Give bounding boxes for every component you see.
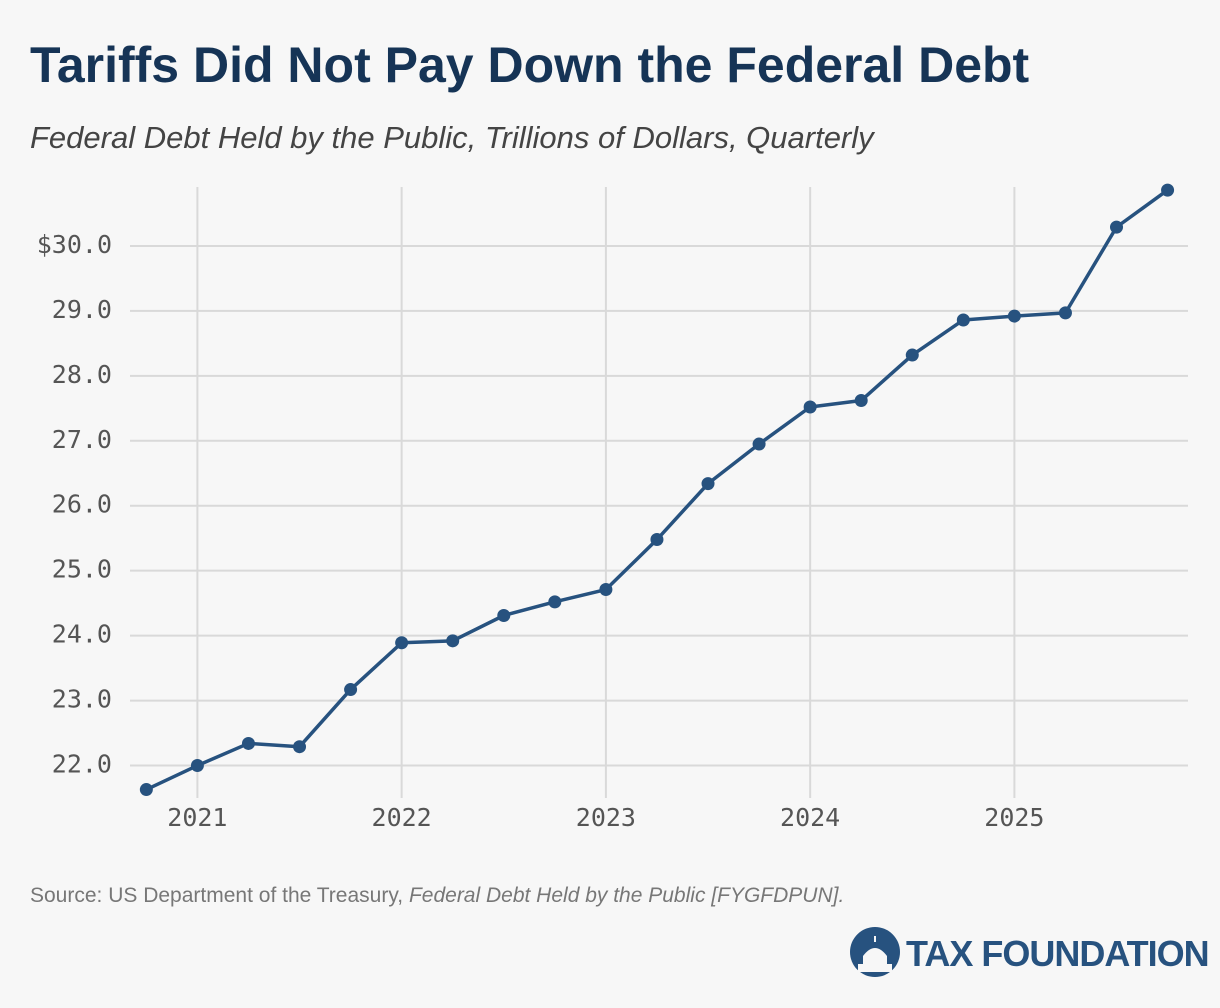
data-point — [956, 313, 970, 327]
x-tick-label: 2022 — [372, 803, 432, 832]
data-point — [752, 437, 766, 451]
x-tick-label: 2021 — [167, 803, 227, 832]
source: Source: US Department of the Treasury, F… — [30, 884, 844, 907]
data-point — [139, 783, 153, 797]
y-tick-label: 23.0 — [52, 685, 112, 714]
y-tick-label: 22.0 — [52, 750, 112, 779]
data-point — [395, 636, 409, 650]
data-point — [344, 683, 358, 697]
x-tick-label: 2023 — [576, 803, 636, 832]
data-point — [446, 634, 460, 648]
data-point — [599, 583, 613, 597]
y-tick-label: $30.0 — [37, 230, 112, 259]
data-point — [803, 400, 817, 414]
chart-title: Tariffs Did Not Pay Down the Federal Deb… — [30, 37, 1030, 93]
data-point — [905, 348, 919, 362]
logo-icon — [850, 927, 900, 977]
y-tick-label: 29.0 — [52, 295, 112, 324]
y-tick-label: 24.0 — [52, 620, 112, 649]
y-tick-label: 26.0 — [52, 490, 112, 519]
data-point — [1058, 306, 1072, 320]
y-tick-label: 27.0 — [52, 425, 112, 454]
x-tick-label: 2025 — [984, 803, 1044, 832]
data-point — [190, 759, 204, 773]
y-tick-label: 28.0 — [52, 360, 112, 389]
plot-area: 22.0 23.0 24.0 25.0 26.0 27.0 28.0 29.0 $30.0 202… — [37, 183, 1188, 832]
data-point — [497, 608, 511, 622]
data-point — [854, 394, 868, 408]
data-point — [1007, 309, 1021, 323]
source-title: Federal Debt Held by the Public [FYGFDPU… — [409, 884, 844, 907]
data-point — [1110, 220, 1124, 234]
data-point — [293, 740, 307, 754]
data-point — [650, 533, 664, 547]
data-point — [1161, 183, 1175, 197]
chart-subtitle: Federal Debt Held by the Public, Trillio… — [30, 120, 876, 155]
data-point — [701, 477, 715, 491]
x-tick-label: 2024 — [780, 803, 840, 832]
data-point — [548, 595, 562, 609]
source-text: Source: US Department of the Treasury, — [30, 884, 403, 907]
logo-text: TAX FOUNDATION — [906, 933, 1209, 974]
data-point — [241, 736, 255, 750]
y-tick-label: 25.0 — [52, 555, 112, 584]
